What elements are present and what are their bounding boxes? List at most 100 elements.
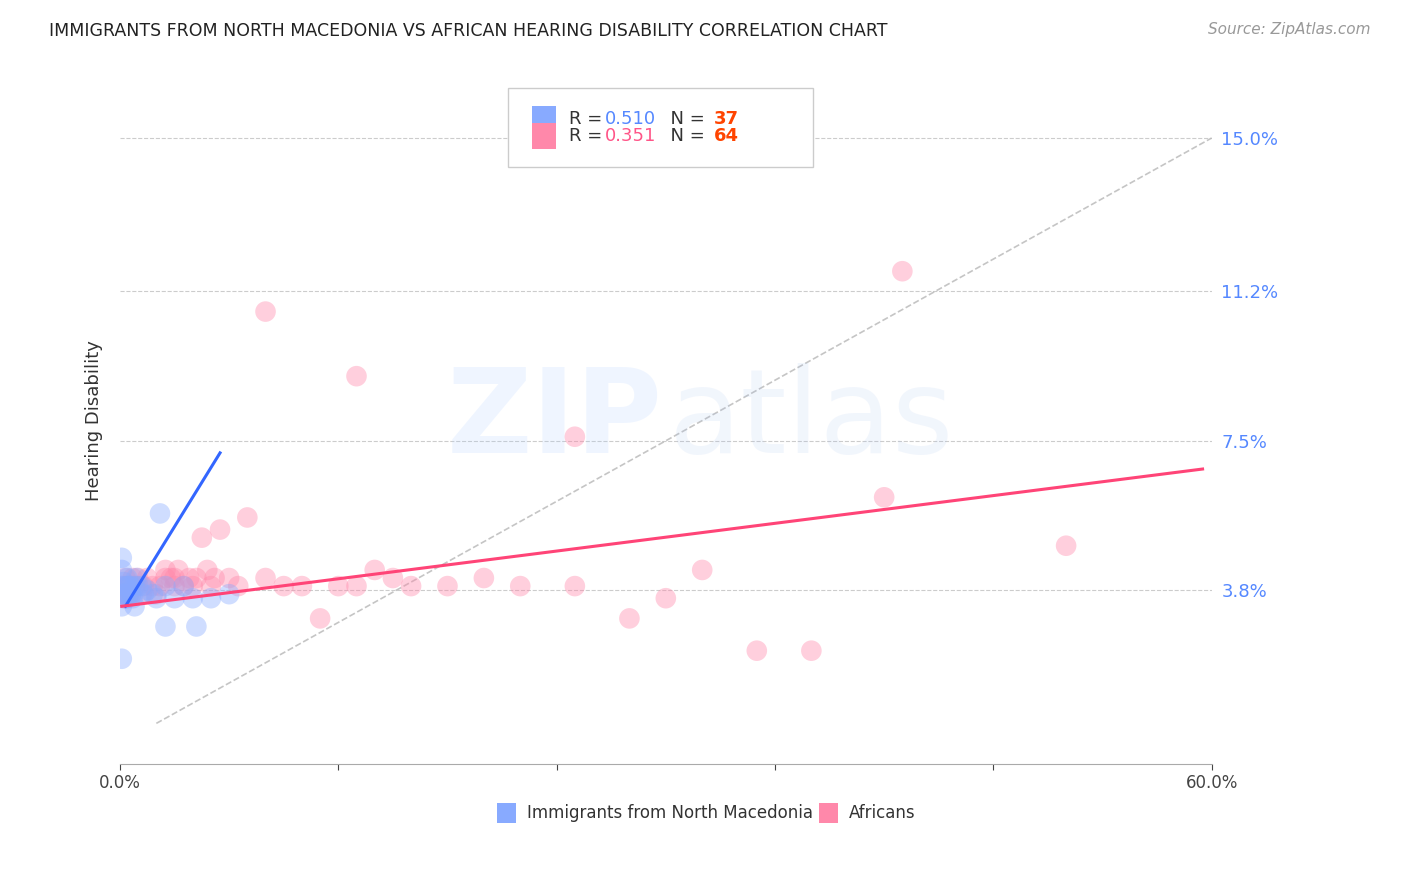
Text: Immigrants from North Macedonia: Immigrants from North Macedonia — [527, 804, 813, 822]
Point — [114, 579, 136, 593]
Point — [121, 571, 143, 585]
Point — [218, 571, 240, 585]
Point — [160, 571, 183, 585]
Text: 0.510: 0.510 — [605, 110, 655, 128]
Point — [564, 579, 586, 593]
FancyBboxPatch shape — [496, 803, 516, 823]
Point — [121, 587, 143, 601]
Point — [564, 430, 586, 444]
Point — [381, 571, 404, 585]
Point — [131, 587, 153, 601]
Point — [145, 587, 167, 601]
Point — [121, 591, 143, 606]
Point — [155, 619, 177, 633]
Point — [167, 563, 190, 577]
Point — [472, 571, 495, 585]
Point — [111, 587, 134, 601]
Point — [163, 571, 186, 585]
Point — [142, 579, 165, 593]
Point — [112, 587, 135, 601]
Point — [124, 579, 146, 593]
Point — [112, 591, 135, 606]
Point — [236, 510, 259, 524]
Point — [509, 579, 531, 593]
Point — [346, 369, 368, 384]
Text: 37: 37 — [714, 110, 740, 128]
Point — [399, 579, 422, 593]
Point — [155, 571, 177, 585]
Point — [655, 591, 678, 606]
Point — [111, 550, 134, 565]
Point — [127, 571, 149, 585]
Point — [200, 591, 222, 606]
Point — [690, 563, 713, 577]
Point — [136, 571, 159, 585]
Point — [114, 591, 136, 606]
Point — [149, 507, 172, 521]
FancyBboxPatch shape — [531, 123, 555, 149]
Point — [254, 571, 277, 585]
Point — [120, 579, 142, 593]
Point — [118, 579, 141, 593]
Point — [181, 579, 204, 593]
Point — [891, 264, 914, 278]
Point — [309, 611, 332, 625]
Point — [118, 587, 141, 601]
Point — [273, 579, 295, 593]
Point — [436, 579, 458, 593]
FancyBboxPatch shape — [508, 87, 813, 167]
Point — [1054, 539, 1077, 553]
Point — [328, 579, 350, 593]
Point — [363, 563, 385, 577]
Point — [124, 579, 146, 593]
Text: IMMIGRANTS FROM NORTH MACEDONIA VS AFRICAN HEARING DISABILITY CORRELATION CHART: IMMIGRANTS FROM NORTH MACEDONIA VS AFRIC… — [49, 22, 887, 40]
Point — [111, 579, 134, 593]
Point — [195, 563, 218, 577]
Point — [117, 571, 139, 585]
Point — [127, 579, 149, 593]
Point — [120, 587, 142, 601]
Text: N =: N = — [659, 127, 711, 145]
Point — [218, 587, 240, 601]
Text: N =: N = — [659, 110, 711, 128]
Point — [114, 571, 136, 585]
Point — [800, 643, 823, 657]
Point — [209, 523, 232, 537]
Point — [124, 599, 146, 614]
Point — [111, 563, 134, 577]
Point — [131, 579, 153, 593]
Point — [181, 591, 204, 606]
Point — [155, 579, 177, 593]
Text: R =: R = — [568, 127, 607, 145]
Text: 64: 64 — [714, 127, 740, 145]
Point — [186, 571, 208, 585]
Point — [112, 587, 135, 601]
Point — [112, 587, 135, 601]
Point — [173, 579, 195, 593]
Point — [254, 304, 277, 318]
Point — [186, 619, 208, 633]
Point — [173, 579, 195, 593]
Point — [120, 587, 142, 601]
Point — [226, 579, 249, 593]
Point — [155, 563, 177, 577]
Point — [112, 575, 135, 590]
Point — [873, 490, 896, 504]
Point — [136, 583, 159, 598]
Point — [191, 531, 214, 545]
Point — [114, 587, 136, 601]
Point — [117, 579, 139, 593]
Text: ZIP: ZIP — [447, 363, 662, 478]
Point — [204, 571, 226, 585]
Text: R =: R = — [568, 110, 607, 128]
Text: Africans: Africans — [849, 804, 915, 822]
Point — [132, 587, 155, 601]
Point — [117, 591, 139, 606]
Point — [619, 611, 641, 625]
Point — [125, 571, 148, 585]
Point — [111, 652, 134, 666]
Point — [163, 579, 186, 593]
Point — [132, 579, 155, 593]
Point — [117, 579, 139, 593]
Point — [120, 579, 142, 593]
